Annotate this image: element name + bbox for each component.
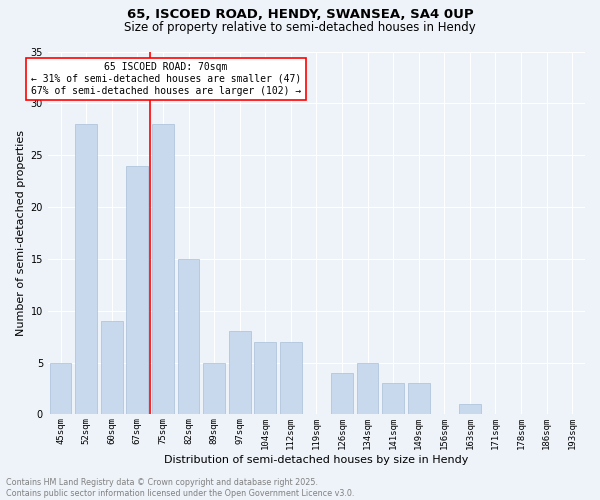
Text: 65 ISCOED ROAD: 70sqm
← 31% of semi-detached houses are smaller (47)
67% of semi: 65 ISCOED ROAD: 70sqm ← 31% of semi-deta… — [31, 62, 301, 96]
Text: 65, ISCOED ROAD, HENDY, SWANSEA, SA4 0UP: 65, ISCOED ROAD, HENDY, SWANSEA, SA4 0UP — [127, 8, 473, 20]
Bar — [408, 384, 430, 414]
Bar — [76, 124, 97, 414]
Bar — [127, 166, 148, 414]
Bar — [331, 373, 353, 414]
Bar — [178, 259, 199, 414]
Bar — [357, 362, 379, 414]
Bar — [152, 124, 174, 414]
Bar — [280, 342, 302, 414]
Bar — [229, 332, 251, 414]
Y-axis label: Number of semi-detached properties: Number of semi-detached properties — [16, 130, 26, 336]
Bar — [382, 384, 404, 414]
Bar — [101, 321, 122, 414]
X-axis label: Distribution of semi-detached houses by size in Hendy: Distribution of semi-detached houses by … — [164, 455, 469, 465]
Text: Size of property relative to semi-detached houses in Hendy: Size of property relative to semi-detach… — [124, 21, 476, 34]
Text: Contains HM Land Registry data © Crown copyright and database right 2025.
Contai: Contains HM Land Registry data © Crown c… — [6, 478, 355, 498]
Bar — [203, 362, 225, 414]
Bar — [50, 362, 71, 414]
Bar — [254, 342, 276, 414]
Bar — [459, 404, 481, 414]
